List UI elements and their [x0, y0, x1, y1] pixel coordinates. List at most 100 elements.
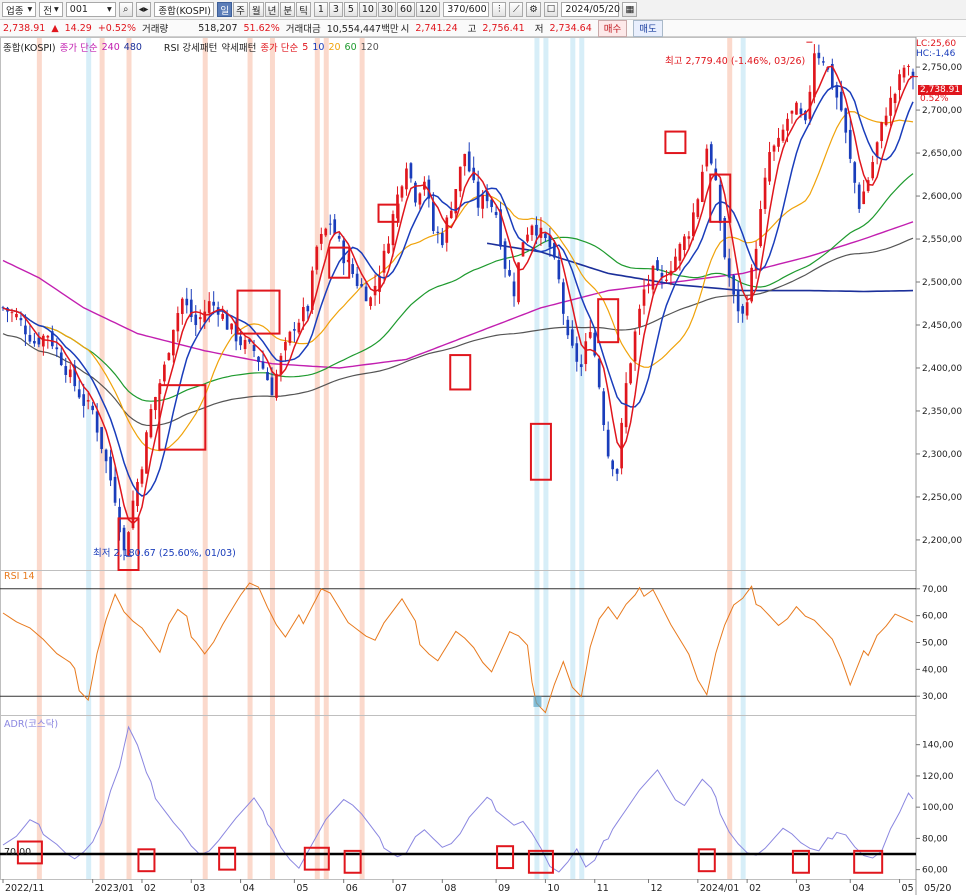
candle-body [346, 259, 350, 262]
candle-body [857, 184, 861, 209]
buy-button[interactable]: 매수 [597, 19, 628, 37]
candle-body [799, 108, 803, 115]
candle-body [113, 476, 117, 503]
sell-label: 매도 [639, 24, 657, 35]
amount-label: 거래대금 [285, 24, 321, 35]
candle-body [692, 212, 695, 237]
candle-body [252, 344, 256, 352]
period-button-5[interactable]: 틱 [296, 2, 311, 17]
interval-button-3[interactable]: 3 [328, 2, 343, 17]
candle-body [638, 308, 641, 327]
code-input[interactable]: 001 ▾ [65, 2, 116, 17]
period-button-0[interactable]: 일 [217, 2, 233, 17]
type-label: 전 [43, 5, 53, 17]
calendar-button[interactable]: ▦ [622, 2, 638, 17]
adr-level-value: 70,00 [4, 847, 32, 858]
candle-body [804, 111, 807, 121]
x-axis-label: 02 [749, 883, 761, 894]
candle-body [683, 236, 686, 251]
signal-box [158, 384, 207, 451]
candle-body [467, 151, 471, 172]
low-annotation: 최저 2,180.67 (25.60%, 01/03) [93, 545, 236, 559]
candle-body [225, 313, 229, 330]
candle-body [620, 422, 623, 469]
candle-body [548, 234, 552, 248]
interval-button-120[interactable]: 120 [416, 2, 441, 17]
rsi-tick-label: 70,00 [922, 585, 948, 595]
candle-body [781, 129, 785, 141]
price-tick-label: 2,550,00 [922, 235, 962, 245]
count-field[interactable]: 370/600 [443, 2, 490, 17]
candle-body [768, 152, 771, 182]
candle-body [790, 110, 794, 114]
legend-ma10: 10 [312, 41, 325, 53]
candle-body [270, 377, 274, 396]
candle-body [557, 260, 561, 280]
period-button-1[interactable]: 주 [233, 2, 248, 17]
candle-body [409, 163, 413, 179]
category-select[interactable]: 업종 ▾ [2, 2, 37, 17]
candle-body [503, 241, 507, 269]
candle-body [911, 71, 915, 77]
legend-rsi-pattern: RSI 강세패턴 [163, 43, 218, 54]
interval-button-5[interactable]: 5 [343, 2, 358, 17]
adr-signal-box [853, 849, 884, 874]
candle-body [629, 363, 632, 384]
highlight-band [126, 37, 132, 879]
interval-button-10[interactable]: 10 [358, 2, 377, 17]
period-button-2[interactable]: 월 [248, 2, 264, 17]
candle-body [59, 352, 63, 366]
candle-body [427, 179, 431, 199]
chart-area[interactable]: 2,750,00 2,700,00 2,650,00 2,600,00 2,550,00… [0, 37, 966, 895]
candle-body [597, 358, 601, 388]
candle-body [310, 270, 314, 310]
date-value: 2024/05/20 [565, 4, 621, 15]
interval-button-60[interactable]: 60 [397, 2, 416, 17]
price-chart[interactable]: 2,750,00 2,700,00 2,650,00 2,600,00 2,550,00… [0, 37, 966, 895]
chevron-down-icon: ▾ [107, 4, 112, 15]
period-button-3[interactable]: 년 [264, 2, 280, 17]
candle-body [418, 193, 422, 205]
type-select[interactable]: 전 ▾ [39, 2, 63, 17]
highlight-band [740, 37, 746, 879]
period-button-4[interactable]: 분 [280, 2, 296, 17]
adr-legend: ADR(코스닥) [4, 716, 58, 730]
candle-body [844, 108, 848, 133]
signal-box [449, 354, 472, 391]
candle-body [100, 427, 103, 449]
sell-button[interactable]: 매도 [633, 19, 663, 37]
price-tick-label: 2,450,00 [922, 321, 962, 331]
interval-button-30[interactable]: 30 [377, 2, 397, 17]
candle-body [463, 153, 467, 167]
adr-line [2, 725, 914, 873]
ma120-line [2, 237, 914, 427]
signal-box [529, 422, 552, 481]
checkbox-button[interactable]: ☐ [543, 2, 559, 17]
candle-body [122, 527, 126, 551]
candle-body [382, 250, 386, 273]
line-icon: ⟋ [512, 4, 520, 15]
rsi-tick-label: 40,00 [922, 665, 948, 675]
candle-body [333, 219, 337, 235]
adr-signal-box [218, 846, 237, 871]
prev-next-button[interactable]: ◂▸ [135, 2, 152, 17]
x-axis-label: 05/20 [924, 883, 951, 894]
last-price-value: 2,738.91 [920, 85, 961, 95]
chart-type-button[interactable]: ⫶ [492, 2, 507, 17]
lc-value: LC:25,60 [916, 39, 957, 49]
rsi-legend: RSI 14 [4, 571, 35, 582]
candle-body [526, 234, 529, 242]
search-button[interactable]: ⌕ [118, 2, 133, 17]
line-tool-button[interactable]: ⟋ [509, 2, 524, 17]
settings-button[interactable]: ⚙ [526, 2, 541, 17]
interval-button-1[interactable]: 1 [313, 2, 328, 17]
candle-body [360, 284, 363, 287]
candle-body [28, 334, 32, 342]
date-field[interactable]: 2024/05/20 [561, 2, 621, 17]
candle-body [266, 371, 269, 381]
candle-body [808, 91, 812, 119]
candle-body [544, 233, 547, 239]
candle-body [342, 240, 346, 264]
name-value: 종합(KOSPI) [158, 5, 211, 17]
adr-signal-box [303, 846, 330, 871]
